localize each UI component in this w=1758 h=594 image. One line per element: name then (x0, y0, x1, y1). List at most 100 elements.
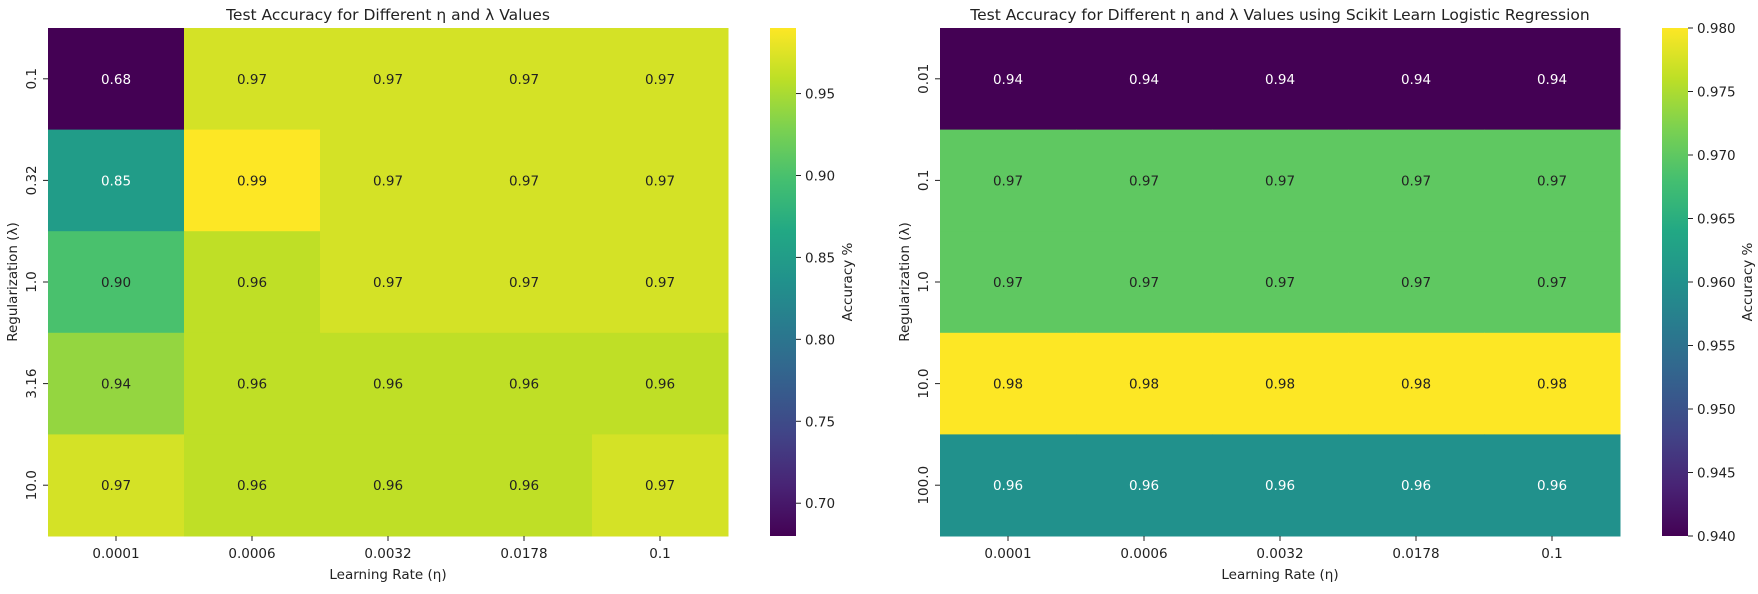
heatmap-cell-label: 0.96 (509, 478, 539, 494)
heatmap-cell-label: 0.97 (645, 275, 675, 291)
colorbar-tick-label: 0.950 (1697, 402, 1736, 418)
heatmap-cell (1484, 231, 1621, 334)
heatmap-cell-label: 0.94 (1265, 72, 1295, 88)
heatmap-cell-label: 0.96 (993, 478, 1023, 494)
heatmap-cell (1348, 28, 1485, 131)
heatmap-cell-label: 0.94 (1401, 72, 1431, 88)
heatmap-cell-label: 0.68 (101, 72, 131, 88)
x-tick-label: 0.0006 (228, 546, 275, 562)
heatmap-cell (456, 434, 593, 537)
heatmap-cell-label: 0.97 (1401, 275, 1431, 291)
heatmap-panel-2: Test Accuracy for Different η and λ Valu… (897, 6, 1756, 583)
heatmap-cell (184, 28, 321, 131)
heatmap-cell-label: 0.97 (373, 72, 403, 88)
heatmap-cell (320, 231, 457, 334)
heatmap-cell (48, 231, 185, 334)
heatmap-cell-label: 0.96 (1129, 478, 1159, 494)
heatmap-cell-label: 0.97 (993, 275, 1023, 291)
heatmap-cell-label: 0.97 (1265, 275, 1295, 291)
heatmap-cell (940, 231, 1077, 334)
heatmap-cell (1348, 332, 1485, 435)
x-tick-label: 0.0001 (92, 546, 139, 562)
colorbar-label: Accuracy % (1740, 242, 1756, 321)
heatmap-cell-label: 0.94 (1129, 72, 1159, 88)
heatmap-cell (1212, 332, 1349, 435)
colorbar-tick-label: 0.75 (805, 414, 835, 430)
heatmap-cell-label: 0.96 (237, 275, 267, 291)
heatmap-cell (592, 231, 729, 334)
heatmap-cell-label: 0.96 (237, 377, 267, 393)
y-tick-label: 0.1 (916, 170, 932, 191)
y-tick-label: 10.0 (24, 470, 40, 500)
x-tick-label: 0.0006 (1120, 546, 1167, 562)
heatmap-cell-label: 0.97 (509, 275, 539, 291)
x-tick-label: 0.1 (1541, 546, 1562, 562)
colorbar-tick-label: 0.955 (1697, 339, 1736, 355)
heatmap-cell-label: 0.96 (1265, 478, 1295, 494)
heatmap-cell-label: 0.97 (1129, 173, 1159, 189)
heatmap-cell (1212, 129, 1349, 232)
heatmap-cell (1076, 332, 1213, 435)
heatmap-cell (48, 28, 185, 131)
heatmap-cell-label: 0.96 (1401, 478, 1431, 494)
y-tick-label: 0.01 (916, 64, 932, 94)
heatmap-cell (1076, 231, 1213, 334)
x-axis-label: Learning Rate (η) (1221, 567, 1338, 583)
heatmap-cell (940, 332, 1077, 435)
heatmap-cell-label: 0.98 (1265, 377, 1295, 393)
colorbar-tick-label: 0.975 (1697, 85, 1736, 101)
heatmap-cell-label: 0.97 (645, 72, 675, 88)
colorbar (1662, 28, 1688, 536)
heatmap-cell-label: 0.98 (1401, 377, 1431, 393)
heatmap-cell (1484, 434, 1621, 537)
heatmap-cell-label: 0.97 (509, 72, 539, 88)
x-tick-label: 0.1 (649, 546, 670, 562)
y-tick-label: 1.0 (916, 271, 932, 292)
heatmap-cell-label: 0.97 (1401, 173, 1431, 189)
colorbar-tick-label: 0.940 (1697, 529, 1736, 545)
heatmap-cell (592, 434, 729, 537)
heatmap-cell-label: 0.97 (645, 173, 675, 189)
heatmap-panel-1: Test Accuracy for Different η and λ Valu… (5, 6, 856, 583)
heatmap-cell (592, 28, 729, 131)
heatmap-cell-label: 0.97 (237, 72, 267, 88)
colorbar-tick-label: 0.95 (805, 87, 835, 103)
heatmap-cell (1484, 28, 1621, 131)
colorbar-tick-label: 0.70 (805, 496, 835, 512)
heatmap-cell (1348, 434, 1485, 537)
heatmap-cell-label: 0.97 (373, 275, 403, 291)
heatmap-cell (48, 434, 185, 537)
colorbar-tick-label: 0.945 (1697, 466, 1736, 482)
heatmap-cell-label: 0.96 (373, 478, 403, 494)
heatmap-cell (320, 28, 457, 131)
heatmap-cell-label: 0.96 (1537, 478, 1567, 494)
heatmap-cell (1076, 129, 1213, 232)
heatmap-cell (592, 332, 729, 435)
heatmap-cell-label: 0.96 (509, 377, 539, 393)
x-tick-label: 0.0001 (984, 546, 1031, 562)
heatmap-cell (1212, 231, 1349, 334)
heatmap-cell (184, 332, 321, 435)
heatmap-cell (940, 28, 1077, 131)
x-tick-label: 0.0032 (364, 546, 411, 562)
heatmap-cell (456, 332, 593, 435)
y-tick-label: 1.0 (24, 271, 40, 292)
heatmap-cell-label: 0.97 (1537, 275, 1567, 291)
y-axis-label: Regularization (λ) (897, 222, 913, 342)
y-tick-label: 100.0 (916, 466, 932, 505)
heatmap-2-title: Test Accuracy for Different η and λ Valu… (969, 6, 1589, 24)
heatmap-cell-label: 0.96 (237, 478, 267, 494)
heatmap-cell (1348, 129, 1485, 232)
heatmap-cell (184, 129, 321, 232)
y-tick-label: 0.1 (24, 68, 40, 89)
colorbar-tick-label: 0.85 (805, 250, 835, 266)
heatmap-cell-label: 0.98 (1129, 377, 1159, 393)
heatmap-cell (940, 434, 1077, 537)
heatmap-cell (320, 434, 457, 537)
heatmap-cell-label: 0.94 (101, 377, 131, 393)
colorbar-tick-label: 0.90 (805, 168, 835, 184)
heatmap-cell-label: 0.97 (645, 478, 675, 494)
heatmap-cell-label: 0.99 (237, 173, 267, 189)
